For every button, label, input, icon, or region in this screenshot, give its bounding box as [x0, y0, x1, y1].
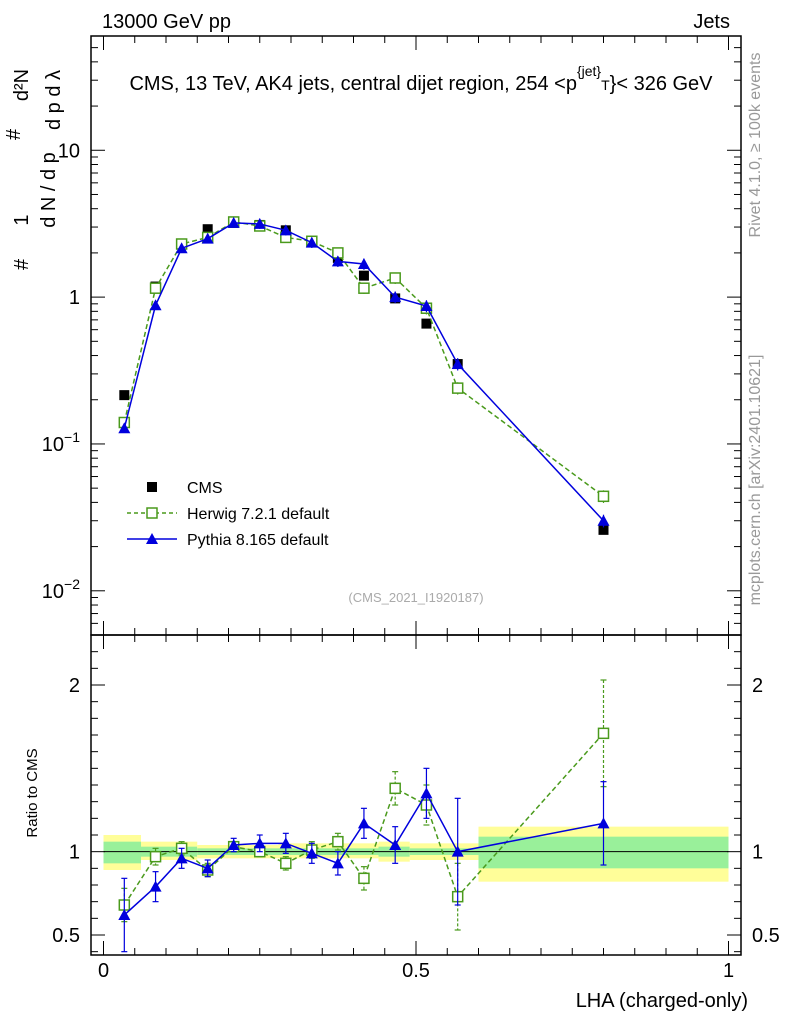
- rivet-tag: Rivet 4.1.0, ≥ 100k events: [747, 53, 764, 238]
- main-plot-title: CMS, 13 TeV, AK4 jets, central dijet reg…: [129, 63, 713, 95]
- y-tick-label: 10: [58, 140, 80, 162]
- series-line: [123, 222, 605, 522]
- main-y-axis-label: # 1 d N / d p # d²N d p d λ: [3, 69, 65, 270]
- y-tick-base: 10: [42, 434, 64, 456]
- legend-marker-cms: [147, 482, 157, 492]
- data-point: [598, 524, 609, 535]
- ratio-data-point: [280, 857, 292, 870]
- ratio-data-point: [305, 847, 318, 859]
- ratio-data-point: [201, 862, 214, 874]
- source-tag: mcplots.cern.ch [arXiv:2401.10621]: [747, 355, 764, 606]
- data-point: [597, 514, 610, 526]
- ratio-data-point: [597, 727, 610, 740]
- ratio-data-point: [451, 845, 464, 857]
- data-point: [597, 490, 610, 503]
- legend-label-cms: CMS: [187, 480, 223, 497]
- data-point: [389, 291, 402, 303]
- y-tick-base: 10: [42, 581, 64, 603]
- svg-text:#: #: [11, 258, 33, 270]
- data-point: [119, 390, 130, 401]
- ratio-data-point: [332, 835, 344, 848]
- x-tick-label: 1: [723, 960, 734, 982]
- data-point: [305, 236, 318, 248]
- ratio-y-axis-label: Ratio to CMS: [24, 748, 41, 837]
- analysis-id: (CMS_2021_I1920187): [348, 590, 483, 605]
- y-tick-exp: −2: [64, 576, 80, 592]
- data-point: [420, 299, 433, 311]
- ratio-y-tick-label: 2: [752, 675, 763, 697]
- legend: CMS Herwig 7.2.1 default Pythia 8.165 de…: [127, 480, 330, 549]
- ratio-data-point: [149, 880, 162, 892]
- title-part: {jet}: [577, 63, 601, 79]
- ratio-frame: [90, 634, 742, 956]
- x-tick-label: 0: [98, 960, 109, 982]
- ratio-data-point: [279, 837, 292, 849]
- x-axis-label: LHA (charged-only): [576, 990, 748, 1012]
- ratio-y-tick-label: 0.5: [52, 925, 80, 947]
- y-tick-label: 10−1: [42, 429, 80, 456]
- data-point: [451, 382, 464, 394]
- data-point: [118, 422, 131, 434]
- data-point: [357, 258, 370, 270]
- svg-text:d p d λ: d p d λ: [43, 70, 65, 130]
- legend-marker-herwig: [146, 507, 158, 519]
- data-point: [358, 270, 369, 281]
- legend-label-herwig: Herwig 7.2.1 default: [187, 506, 330, 523]
- data-point: [201, 232, 214, 244]
- y-tick-exp: −1: [64, 429, 80, 445]
- data-point: [451, 358, 464, 370]
- title-part: }< 326 GeV: [610, 73, 714, 95]
- ratio-data-point: [597, 817, 610, 829]
- y-tick-label: 10−2: [42, 576, 80, 603]
- data-point: [149, 282, 162, 294]
- x-tick-label: 0.5: [402, 960, 430, 982]
- legend-label-pythia: Pythia 8.165 default: [187, 532, 329, 549]
- energy-label: 13000 GeV pp: [102, 11, 231, 33]
- ratio-data-point: [389, 839, 402, 850]
- y-tick-base: 1: [69, 287, 80, 309]
- ratio-y-tick-label: 0.5: [752, 925, 780, 947]
- ratio-data-point: [389, 782, 401, 795]
- ratio-data-point: [118, 909, 131, 920]
- ratio-y-tick-label: 1: [752, 842, 763, 864]
- data-point: [279, 224, 292, 236]
- title-part: T: [601, 77, 610, 93]
- category-label: Jets: [693, 11, 730, 33]
- ratio-data-point: [175, 852, 188, 864]
- y-tick-base: 10: [58, 140, 80, 162]
- data-point: [149, 299, 162, 311]
- legend-marker-pythia: [146, 533, 158, 544]
- y-tick-label: 1: [69, 287, 80, 309]
- ratio-data-point: [253, 837, 266, 849]
- data-point: [227, 216, 240, 228]
- svg-text:d²N: d²N: [11, 69, 33, 101]
- ratio-data-point: [149, 850, 162, 863]
- data-point: [331, 255, 344, 267]
- ratio-data-point: [420, 787, 433, 799]
- ratio-y-tick-label: 1: [69, 842, 80, 864]
- ratio-data-point: [358, 872, 370, 885]
- data-point: [389, 272, 401, 284]
- svg-text:#: #: [3, 128, 25, 140]
- data-point: [202, 224, 213, 235]
- ratio-data-point: [331, 857, 344, 869]
- data-point: [253, 217, 266, 229]
- ratio-data-point: [357, 817, 370, 829]
- data-point: [175, 242, 188, 254]
- data-point: [421, 318, 432, 329]
- data-point: [358, 282, 370, 294]
- svg-text:1: 1: [11, 214, 33, 225]
- ratio-y-tick-label: 2: [69, 675, 80, 697]
- ratio-data-point: [227, 839, 240, 850]
- ratio-series-line: [123, 791, 604, 916]
- svg-text:d N / d p: d N / d p: [38, 152, 60, 228]
- title-part: CMS, 13 TeV, AK4 jets, central dijet reg…: [129, 73, 577, 95]
- band-inner: [103, 841, 141, 864]
